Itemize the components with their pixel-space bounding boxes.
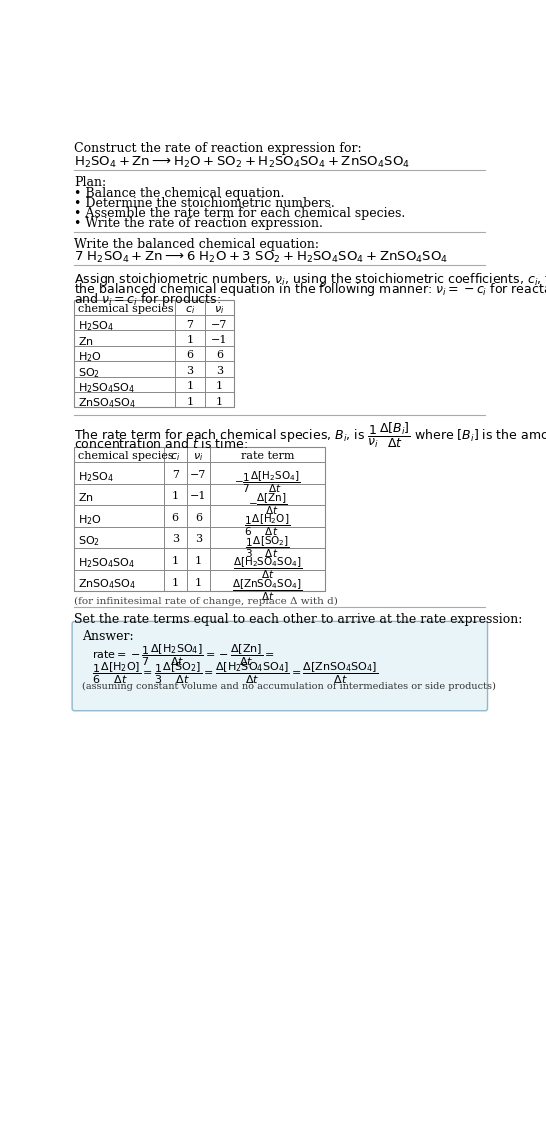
Text: $\mathrm{7\ H_2SO_4 + Zn \longrightarrow 6\ H_2O + 3\ SO_2 + H_2SO_4SO_4 + ZnSO_: $\mathrm{7\ H_2SO_4 + Zn \longrightarrow…	[74, 250, 449, 265]
Text: 6: 6	[186, 350, 193, 360]
Text: $\mathrm{SO_2}$: $\mathrm{SO_2}$	[78, 534, 100, 549]
Text: 7: 7	[171, 469, 179, 479]
Text: 3: 3	[171, 534, 179, 544]
Text: $\mathrm{H_2SO_4}$: $\mathrm{H_2SO_4}$	[78, 319, 115, 333]
Text: $\mathrm{ZnSO_4SO_4}$: $\mathrm{ZnSO_4SO_4}$	[78, 396, 136, 410]
Text: Write the balanced chemical equation:: Write the balanced chemical equation:	[74, 237, 319, 251]
Text: −1: −1	[211, 335, 228, 345]
Text: chemical species: chemical species	[78, 451, 174, 461]
Text: $\mathrm{H_2SO_4}$: $\mathrm{H_2SO_4}$	[78, 469, 115, 484]
Text: Assign stoichiometric numbers, $\nu_i$, using the stoichiometric coefficients, $: Assign stoichiometric numbers, $\nu_i$, …	[74, 272, 546, 289]
Text: Construct the rate of reaction expression for:: Construct the rate of reaction expressio…	[74, 142, 362, 156]
Text: Answer:: Answer:	[82, 629, 134, 643]
Text: 7: 7	[186, 319, 193, 329]
Text: 1: 1	[171, 577, 179, 587]
FancyBboxPatch shape	[72, 621, 488, 711]
Text: $\nu_i$: $\nu_i$	[193, 451, 204, 463]
Text: −7: −7	[190, 469, 206, 479]
Text: 3: 3	[195, 534, 202, 544]
Text: $\dfrac{\Delta[\mathrm{H_2SO_4SO_4}]}{\Delta t}$: $\dfrac{\Delta[\mathrm{H_2SO_4SO_4}]}{\D…	[233, 556, 302, 582]
Text: $\mathrm{H_2O}$: $\mathrm{H_2O}$	[78, 350, 102, 365]
Text: $\mathrm{SO_2}$: $\mathrm{SO_2}$	[78, 366, 100, 379]
Text: $\mathrm{Zn}$: $\mathrm{Zn}$	[78, 491, 94, 503]
Text: $\mathrm{rate} = -\dfrac{1}{7}\dfrac{\Delta[\mathrm{H_2SO_4}]}{\Delta t} = -\dfr: $\mathrm{rate} = -\dfrac{1}{7}\dfrac{\De…	[92, 643, 275, 668]
Text: $-\dfrac{\Delta[\mathrm{Zn}]}{\Delta t}$: $-\dfrac{\Delta[\mathrm{Zn}]}{\Delta t}$	[248, 491, 287, 517]
Text: 1: 1	[171, 556, 179, 566]
Text: $\mathrm{ZnSO_4SO_4}$: $\mathrm{ZnSO_4SO_4}$	[78, 577, 136, 592]
Text: $\mathrm{H_2SO_4SO_4}$: $\mathrm{H_2SO_4SO_4}$	[78, 382, 136, 395]
Text: $\dfrac{\Delta[\mathrm{ZnSO_4SO_4}]}{\Delta t}$: $\dfrac{\Delta[\mathrm{ZnSO_4SO_4}]}{\De…	[232, 577, 302, 603]
Text: 6: 6	[171, 512, 179, 523]
Text: $\dfrac{1}{3}\dfrac{\Delta[\mathrm{SO_2}]}{\Delta t}$: $\dfrac{1}{3}\dfrac{\Delta[\mathrm{SO_2}…	[245, 534, 290, 560]
Text: 1: 1	[171, 491, 179, 501]
Text: $\nu_i$: $\nu_i$	[214, 304, 224, 316]
Text: concentration and $t$ is time:: concentration and $t$ is time:	[74, 436, 248, 451]
Text: 1: 1	[216, 396, 223, 407]
Text: 1: 1	[195, 577, 202, 587]
Text: 3: 3	[216, 366, 223, 376]
Text: 1: 1	[186, 335, 193, 345]
Text: 6: 6	[195, 512, 202, 523]
Text: The rate term for each chemical species, $B_i$, is $\dfrac{1}{\nu_i}\dfrac{\Delt: The rate term for each chemical species,…	[74, 421, 546, 450]
Text: $c_i$: $c_i$	[170, 451, 180, 463]
Text: Set the rate terms equal to each other to arrive at the rate expression:: Set the rate terms equal to each other t…	[74, 613, 523, 626]
Text: $\dfrac{1}{6}\dfrac{\Delta[\mathrm{H_2O}]}{\Delta t} = \dfrac{1}{3}\dfrac{\Delta: $\dfrac{1}{6}\dfrac{\Delta[\mathrm{H_2O}…	[92, 661, 377, 686]
Text: $\dfrac{1}{6}\dfrac{\Delta[\mathrm{H_2O}]}{\Delta t}$: $\dfrac{1}{6}\dfrac{\Delta[\mathrm{H_2O}…	[245, 512, 290, 538]
Text: $\mathrm{H_2SO_4 + Zn \longrightarrow H_2O + SO_2 + H_2SO_4SO_4 + ZnSO_4SO_4}$: $\mathrm{H_2SO_4 + Zn \longrightarrow H_…	[74, 154, 411, 170]
Text: 1: 1	[186, 382, 193, 391]
Bar	[74, 300, 234, 408]
Text: (for infinitesimal rate of change, replace Δ with d): (for infinitesimal rate of change, repla…	[74, 596, 339, 605]
Text: the balanced chemical equation in the following manner: $\nu_i = -c_i$ for react: the balanced chemical equation in the fo…	[74, 281, 546, 298]
Text: −7: −7	[211, 319, 228, 329]
Text: and $\nu_i = c_i$ for products:: and $\nu_i = c_i$ for products:	[74, 291, 222, 308]
Text: 1: 1	[216, 382, 223, 391]
Text: 3: 3	[186, 366, 193, 376]
Text: • Balance the chemical equation.: • Balance the chemical equation.	[74, 187, 285, 200]
Text: Plan:: Plan:	[74, 176, 106, 190]
Bar	[74, 446, 325, 592]
Text: $c_i$: $c_i$	[185, 304, 195, 316]
Text: 6: 6	[216, 350, 223, 360]
Text: 1: 1	[195, 556, 202, 566]
Text: $-\dfrac{1}{7}\dfrac{\Delta[\mathrm{H_2SO_4}]}{\Delta t}$: $-\dfrac{1}{7}\dfrac{\Delta[\mathrm{H_2S…	[234, 469, 301, 495]
Text: 1: 1	[186, 396, 193, 407]
Text: $\mathrm{Zn}$: $\mathrm{Zn}$	[78, 335, 94, 346]
Text: −1: −1	[190, 491, 207, 501]
Text: • Write the rate of reaction expression.: • Write the rate of reaction expression.	[74, 217, 323, 231]
Text: • Determine the stoichiometric numbers.: • Determine the stoichiometric numbers.	[74, 198, 335, 210]
Text: chemical species: chemical species	[78, 304, 174, 315]
Text: • Assemble the rate term for each chemical species.: • Assemble the rate term for each chemic…	[74, 207, 406, 220]
Text: $\mathrm{H_2SO_4SO_4}$: $\mathrm{H_2SO_4SO_4}$	[78, 556, 136, 570]
Text: rate term: rate term	[241, 451, 294, 461]
Text: (assuming constant volume and no accumulation of intermediates or side products): (assuming constant volume and no accumul…	[82, 683, 496, 692]
Text: $\mathrm{H_2O}$: $\mathrm{H_2O}$	[78, 512, 102, 527]
